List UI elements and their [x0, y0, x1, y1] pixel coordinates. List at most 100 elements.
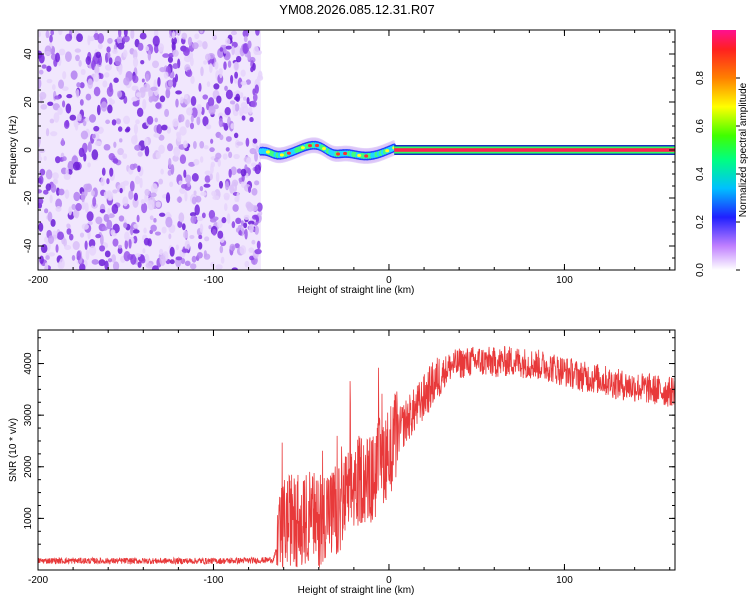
noise-blob	[65, 103, 72, 114]
noise-blob	[235, 93, 241, 102]
noise-blob	[55, 244, 59, 253]
noise-blob	[229, 243, 236, 251]
noise-blob	[245, 79, 251, 85]
noise-blob	[244, 228, 248, 240]
noise-blob	[208, 63, 213, 74]
noise-blob	[200, 191, 207, 197]
noise-blob	[58, 188, 65, 196]
noise-blob	[57, 107, 63, 116]
noise-blob	[158, 134, 165, 141]
noise-blob	[85, 249, 90, 261]
noise-blob	[38, 189, 43, 194]
noise-blob	[251, 162, 257, 167]
noise-blob	[227, 60, 232, 68]
spectrogram-xtick-label: -200	[28, 275, 48, 286]
noise-blob	[230, 30, 237, 36]
noise-blob	[49, 194, 53, 204]
noise-blob	[159, 95, 166, 103]
noise-blob	[80, 191, 86, 203]
noise-blob	[95, 216, 103, 225]
noise-blob	[251, 214, 259, 220]
noise-blob	[256, 202, 263, 212]
noise-blob	[119, 138, 123, 143]
noise-blob	[46, 78, 53, 84]
noise-blob	[225, 38, 231, 45]
noise-blob	[152, 60, 159, 69]
noise-blob	[249, 255, 255, 261]
noise-blob	[232, 204, 239, 212]
noise-blob	[93, 86, 101, 97]
noise-blob	[210, 261, 215, 268]
noise-blob	[145, 262, 153, 269]
spectrogram-ytick-label: 0	[23, 147, 34, 153]
noise-blob	[238, 230, 243, 236]
noise-blob	[179, 96, 184, 104]
noise-blob	[140, 257, 146, 264]
noise-blob	[111, 119, 117, 126]
noise-blob	[40, 243, 48, 254]
noise-blob	[110, 229, 116, 236]
noise-blob	[107, 37, 113, 44]
noise-blob	[116, 90, 123, 98]
noise-blob	[64, 189, 70, 199]
noise-blob	[175, 244, 179, 251]
spectrogram-ytick-label: -40	[23, 238, 34, 253]
noise-blob	[161, 226, 167, 234]
noise-blob	[131, 96, 138, 102]
noise-blob	[235, 90, 241, 96]
noise-blob	[219, 69, 223, 79]
noise-blob	[134, 144, 142, 151]
noise-blob	[109, 167, 114, 177]
noise-blob	[90, 190, 95, 197]
noise-blob	[158, 212, 166, 217]
noise-blob	[112, 189, 118, 194]
noise-blob	[65, 166, 69, 176]
noise-blob	[224, 107, 231, 116]
noise-blob	[208, 105, 216, 115]
noise-blob	[212, 228, 217, 236]
noise-blob	[233, 132, 239, 139]
onset-peak	[357, 153, 362, 158]
noise-blob	[140, 198, 145, 205]
noise-blob	[252, 88, 256, 96]
noise-blob	[72, 210, 78, 218]
noise-blob	[254, 151, 258, 162]
noise-blob	[114, 55, 122, 66]
noise-blob	[50, 30, 55, 36]
noise-blob	[219, 245, 224, 254]
noise-blob	[129, 163, 136, 171]
noise-blob	[159, 66, 166, 73]
noise-blob	[87, 35, 91, 46]
noise-blob	[247, 220, 255, 225]
noise-blob	[141, 202, 148, 214]
noise-blob	[158, 178, 164, 185]
noise-blob	[83, 183, 91, 190]
noise-blob	[65, 51, 72, 62]
noise-blob	[79, 232, 85, 238]
noise-blob	[88, 114, 97, 123]
noise-blob	[251, 187, 258, 196]
noise-blob	[38, 156, 43, 162]
noise-blob	[219, 47, 224, 52]
noise-blob	[147, 199, 155, 211]
noise-blob	[45, 169, 53, 180]
noise-blob	[123, 77, 130, 86]
noise-blob	[99, 209, 106, 214]
noise-blob	[230, 166, 237, 176]
noise-blob	[191, 173, 199, 182]
noise-blob	[154, 231, 161, 236]
noise-blob	[183, 230, 189, 239]
noise-blob	[247, 40, 252, 49]
noise-blob	[230, 74, 234, 84]
noise-blob	[38, 148, 46, 154]
noise-blob	[38, 31, 42, 38]
noise-blob	[94, 65, 100, 75]
noise-blob	[45, 255, 50, 260]
noise-blob	[251, 239, 256, 245]
noise-blob	[105, 119, 111, 125]
noise-blob	[246, 97, 250, 105]
noise-blob	[229, 100, 236, 105]
snr-ytick-label: 1000	[23, 507, 34, 530]
noise-blob	[241, 115, 246, 121]
noise-blob	[231, 267, 239, 270]
